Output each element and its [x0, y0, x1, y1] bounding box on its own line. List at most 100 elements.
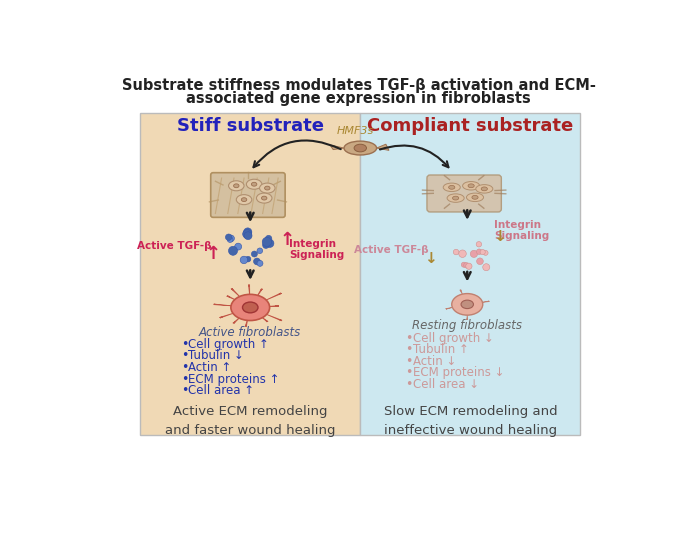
Circle shape: [234, 243, 241, 250]
Circle shape: [265, 235, 272, 242]
Ellipse shape: [452, 293, 483, 315]
Circle shape: [240, 256, 248, 264]
Ellipse shape: [241, 198, 247, 202]
Circle shape: [225, 234, 232, 240]
Text: •: •: [405, 332, 413, 345]
Text: •: •: [181, 338, 188, 351]
Text: •: •: [405, 343, 413, 356]
Polygon shape: [467, 314, 468, 320]
Circle shape: [454, 249, 459, 255]
Ellipse shape: [461, 300, 473, 309]
Circle shape: [466, 263, 472, 269]
Ellipse shape: [242, 302, 258, 313]
Bar: [360, 113, 580, 435]
Circle shape: [476, 241, 482, 247]
Circle shape: [228, 246, 237, 255]
Ellipse shape: [260, 183, 275, 193]
Polygon shape: [446, 307, 453, 309]
Circle shape: [244, 232, 252, 240]
Circle shape: [244, 228, 252, 236]
Circle shape: [228, 235, 234, 242]
Text: •: •: [181, 361, 188, 374]
Text: associated gene expression in fibroblasts: associated gene expression in fibroblast…: [186, 91, 531, 105]
Text: Actin ↓: Actin ↓: [413, 355, 456, 368]
Ellipse shape: [354, 144, 367, 152]
Ellipse shape: [447, 194, 464, 202]
Text: •: •: [181, 384, 188, 397]
Polygon shape: [262, 312, 282, 321]
Ellipse shape: [234, 184, 239, 188]
Circle shape: [251, 251, 258, 257]
Circle shape: [461, 262, 466, 267]
Circle shape: [458, 250, 466, 258]
Text: ↑: ↑: [206, 245, 220, 263]
Polygon shape: [264, 306, 279, 307]
Circle shape: [262, 237, 272, 246]
Ellipse shape: [466, 193, 484, 202]
Text: Resting fibroblasts: Resting fibroblasts: [412, 319, 522, 333]
Ellipse shape: [251, 183, 257, 186]
Text: •: •: [181, 372, 188, 385]
Ellipse shape: [344, 141, 377, 155]
Text: Cell growth ↓: Cell growth ↓: [413, 332, 494, 345]
Ellipse shape: [237, 195, 252, 204]
Text: Tubulin ↑: Tubulin ↑: [413, 343, 469, 356]
Polygon shape: [377, 144, 389, 151]
Polygon shape: [227, 296, 239, 302]
Text: HMF3s: HMF3s: [336, 127, 374, 137]
Circle shape: [477, 258, 483, 264]
Ellipse shape: [246, 179, 262, 189]
Ellipse shape: [256, 193, 272, 203]
Text: Active fibroblasts: Active fibroblasts: [199, 326, 302, 339]
Text: Active ECM remodeling
and faster wound healing: Active ECM remodeling and faster wound h…: [165, 405, 335, 437]
Polygon shape: [233, 315, 242, 324]
Circle shape: [262, 242, 270, 249]
Ellipse shape: [228, 181, 244, 191]
Text: Cell growth ↑: Cell growth ↑: [188, 338, 269, 351]
Polygon shape: [460, 290, 463, 295]
Text: ECM proteins ↑: ECM proteins ↑: [188, 372, 280, 385]
Circle shape: [257, 260, 263, 267]
FancyBboxPatch shape: [427, 175, 501, 212]
Polygon shape: [330, 145, 344, 150]
Ellipse shape: [468, 184, 474, 188]
Circle shape: [265, 239, 274, 248]
Ellipse shape: [472, 195, 478, 199]
Circle shape: [480, 250, 485, 255]
Ellipse shape: [463, 181, 480, 190]
Text: ↑: ↑: [280, 231, 295, 249]
Text: Integrin
Signaling: Integrin Signaling: [494, 220, 550, 241]
Polygon shape: [248, 284, 250, 298]
Text: ECM proteins ↓: ECM proteins ↓: [413, 366, 505, 379]
Text: Active TGF-β: Active TGF-β: [354, 245, 428, 255]
Text: Actin ↑: Actin ↑: [188, 361, 232, 374]
Circle shape: [483, 250, 488, 255]
Polygon shape: [482, 301, 489, 302]
Text: •: •: [181, 349, 188, 362]
Ellipse shape: [476, 185, 493, 193]
FancyBboxPatch shape: [211, 172, 285, 217]
Text: •: •: [405, 355, 413, 368]
Ellipse shape: [262, 196, 267, 200]
Polygon shape: [245, 316, 248, 326]
Text: ↓: ↓: [424, 251, 436, 265]
Text: Compliant substrate: Compliant substrate: [368, 116, 573, 135]
Circle shape: [463, 263, 469, 268]
Text: Slow ECM remodeling and
ineffective wound healing: Slow ECM remodeling and ineffective woun…: [384, 405, 557, 437]
Polygon shape: [262, 293, 281, 302]
Text: Stiff substrate: Stiff substrate: [176, 116, 323, 135]
Ellipse shape: [449, 185, 455, 189]
Text: Cell area ↓: Cell area ↓: [413, 378, 479, 391]
Ellipse shape: [265, 186, 270, 190]
Circle shape: [228, 237, 233, 242]
Polygon shape: [214, 304, 237, 306]
Bar: [140, 113, 360, 435]
Polygon shape: [220, 312, 238, 318]
Polygon shape: [231, 288, 243, 300]
Circle shape: [483, 264, 490, 270]
Text: Substrate stiffness modulates TGF-β activation and ECM-: Substrate stiffness modulates TGF-β acti…: [122, 78, 596, 93]
Text: Cell area ↑: Cell area ↑: [188, 384, 254, 397]
Circle shape: [470, 250, 477, 258]
Text: ↓: ↓: [493, 229, 505, 244]
Circle shape: [243, 230, 252, 239]
